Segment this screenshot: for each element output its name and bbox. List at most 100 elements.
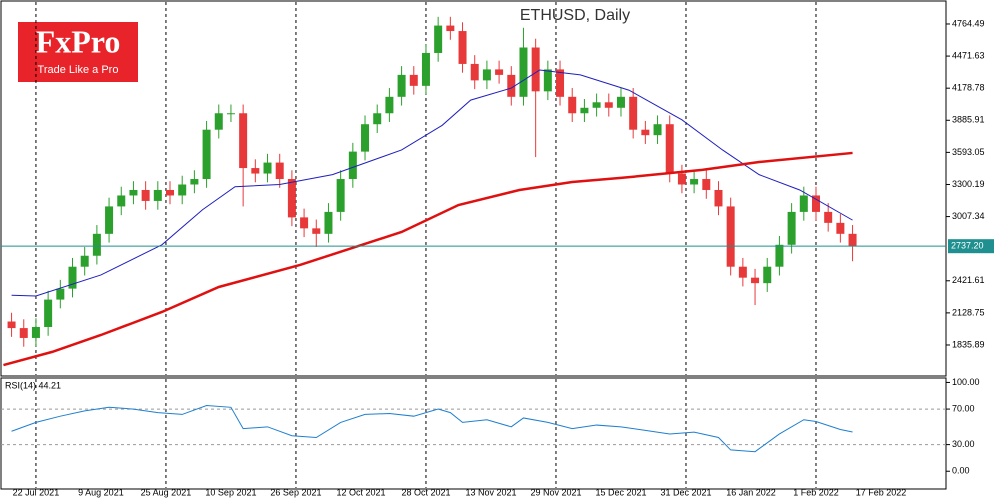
candle-body [92,233,101,256]
x-tick-label: 17 Feb 2022 [856,487,907,497]
y-tick-label: 4471.63 [952,50,985,60]
chart-title: ETHUSD, Daily [520,7,630,24]
candle-body [251,168,260,174]
logo-tagline: Trade Like a Pro [38,64,119,76]
y-tick-label: 100.00 [952,377,980,387]
candle-body [592,102,601,108]
current-price-box [948,239,994,254]
candle-body [300,217,309,229]
candle-body [44,299,53,327]
x-tick-label: 25 Aug 2021 [141,487,192,497]
x-tick-label: 28 Oct 2021 [401,487,450,497]
candle-body [263,162,272,174]
candle-body [239,113,248,169]
candle-body [421,52,430,86]
x-tick-label: 16 Jan 2022 [726,487,776,497]
candle-body [470,63,479,81]
candle-body [568,96,577,114]
candle-body [287,179,296,218]
y-tick-label: 1835.89 [952,339,985,349]
candle-body [616,96,625,108]
candle-body [361,124,370,152]
candle-body [129,189,138,196]
candle-body [714,189,723,207]
x-tick-label: 10 Sep 2021 [205,487,256,497]
candle-body [641,129,650,136]
candle-body [434,25,443,53]
candle-body [117,195,126,207]
candle-body [214,113,223,130]
x-tick-label: 13 Nov 2021 [465,487,516,497]
candle-body [397,74,406,97]
rsi-title: RSI(14) 44.21 [5,380,61,390]
candle-body [226,113,235,115]
candle-body [141,189,150,201]
candle-body [811,195,820,212]
candle-body [324,211,333,234]
candle-body [312,228,321,234]
logo-box [18,22,138,82]
x-tick-label: 12 Oct 2021 [336,487,385,497]
x-tick-label: 29 Nov 2021 [530,487,581,497]
candle-body [507,74,516,97]
candle-body [848,233,857,247]
candle-body [604,102,613,108]
candle-body [68,266,77,289]
rsi-frame [0,377,947,490]
candle-body [153,189,162,201]
candle-body [738,266,747,278]
candle-body [7,321,16,329]
x-tick-label: 1 Feb 2022 [793,487,839,497]
candle-body [763,266,772,284]
rsi-line [11,405,853,453]
y-tick-label: 3300.19 [952,179,985,189]
candle-body [458,31,467,64]
candle-body [726,206,735,267]
candle-body [166,189,175,196]
y-tick-label: 70.00 [952,403,975,413]
x-tick-label: 15 Dec 2021 [595,487,646,497]
candle-body [653,124,662,136]
candle-body [702,179,711,190]
y-tick-label: 2128.75 [952,307,985,317]
candle-body [385,96,394,114]
logo-brand: FxPro [36,23,121,59]
candle-body [836,222,845,234]
y-tick-label: 3593.05 [952,147,985,157]
y-tick-label: 4178.78 [952,83,985,93]
candle-body [31,326,40,338]
y-tick-label: 0.00 [952,466,970,476]
current-price-label: 2737.20 [951,241,984,251]
y-tick-label: 3007.34 [952,211,985,221]
candle-body [190,179,199,185]
candle-body [580,107,589,114]
candle-body [409,74,418,86]
candle-body [787,211,796,245]
candle-body [202,129,211,180]
candle-body [665,124,674,174]
candle-body [275,162,284,180]
x-tick-label: 9 Aug 2021 [78,487,124,497]
candle-body [775,244,784,267]
candle-body [178,184,187,196]
candle-body [531,47,540,92]
candle-body [446,25,455,32]
main-frame [0,0,947,377]
candle-body [751,277,760,284]
x-tick-label: 26 Sep 2021 [270,487,321,497]
candle-body [677,173,686,185]
y-tick-label: 4764.49 [952,18,985,28]
moving-average-line [11,69,853,297]
candle-body [543,69,552,92]
candle-body [482,69,491,81]
candle-body [348,151,357,180]
candle-body [629,96,638,130]
candle-body [824,211,833,223]
x-tick-label: 31 Dec 2021 [660,487,711,497]
candle-body [495,69,504,75]
candle-body [19,328,28,338]
candle-body [519,47,528,97]
